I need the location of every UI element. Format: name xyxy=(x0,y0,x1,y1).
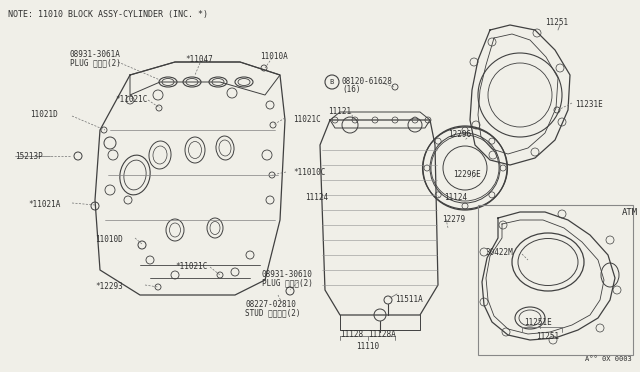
Text: 11511A: 11511A xyxy=(395,295,423,304)
Text: *11021C: *11021C xyxy=(175,262,207,271)
Text: 12296: 12296 xyxy=(448,130,471,139)
Text: 11021C: 11021C xyxy=(293,115,321,124)
Text: A°° 0X 0003: A°° 0X 0003 xyxy=(585,356,632,362)
Text: STUD スタッド(2): STUD スタッド(2) xyxy=(245,308,301,317)
Text: NOTE: 11010 BLOCK ASSY-CYLINDER (INC. *): NOTE: 11010 BLOCK ASSY-CYLINDER (INC. *) xyxy=(8,10,208,19)
Text: B: B xyxy=(330,79,334,85)
Text: *11021A: *11021A xyxy=(28,200,60,209)
Text: 11251E: 11251E xyxy=(524,318,552,327)
Text: 11231E: 11231E xyxy=(575,100,603,109)
Text: 11128: 11128 xyxy=(340,330,363,339)
Text: 15213P: 15213P xyxy=(15,152,43,161)
Text: ATM: ATM xyxy=(622,208,638,217)
Text: 08931-30610: 08931-30610 xyxy=(262,270,313,279)
Text: (16): (16) xyxy=(342,85,360,94)
Text: PLUG プラグ(2): PLUG プラグ(2) xyxy=(70,58,121,67)
Text: 08120-61628: 08120-61628 xyxy=(342,77,393,86)
Text: 11251: 11251 xyxy=(545,18,568,27)
Text: 12279: 12279 xyxy=(442,215,465,224)
Text: 11128A: 11128A xyxy=(368,330,396,339)
Text: 11010D: 11010D xyxy=(95,235,123,244)
Text: 11124: 11124 xyxy=(305,193,328,202)
Text: *11010C: *11010C xyxy=(293,168,325,177)
Text: *11047: *11047 xyxy=(185,55,212,64)
Text: 30422M: 30422M xyxy=(485,248,513,257)
Text: 11010A: 11010A xyxy=(260,52,288,61)
Text: 08227-02810: 08227-02810 xyxy=(245,300,296,309)
Text: *11021C: *11021C xyxy=(115,95,147,104)
Text: 12296E: 12296E xyxy=(453,170,481,179)
Text: PLUG プラグ(2): PLUG プラグ(2) xyxy=(262,278,313,287)
Text: 08931-3061A: 08931-3061A xyxy=(70,50,121,59)
Text: 11121: 11121 xyxy=(328,107,351,116)
Text: 11251: 11251 xyxy=(536,332,559,341)
Bar xyxy=(478,205,633,355)
Text: *12293: *12293 xyxy=(95,282,123,291)
Text: 11124: 11124 xyxy=(444,193,467,202)
Text: 11110: 11110 xyxy=(356,342,380,351)
Text: 11021D: 11021D xyxy=(30,110,58,119)
